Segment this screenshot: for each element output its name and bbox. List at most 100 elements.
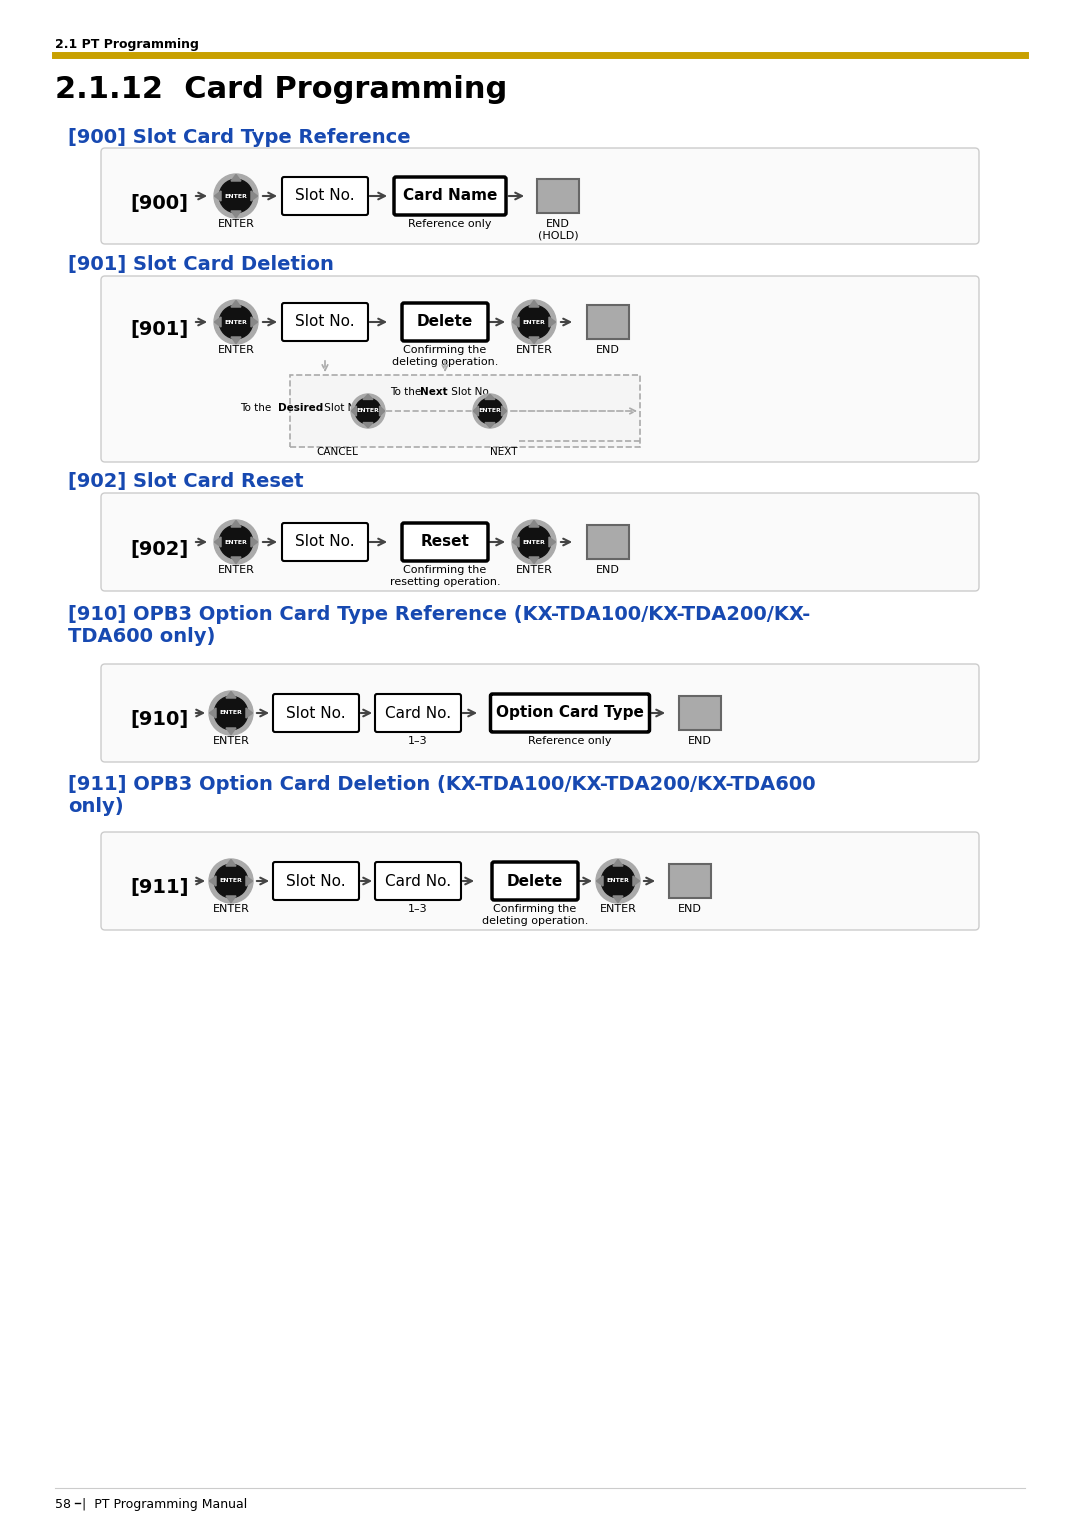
Text: Card No.: Card No. (384, 874, 451, 888)
FancyBboxPatch shape (394, 177, 507, 215)
Text: [901] Slot Card Deletion: [901] Slot Card Deletion (68, 255, 334, 274)
Polygon shape (596, 876, 603, 886)
Circle shape (351, 394, 384, 428)
Text: Slot No.: Slot No. (286, 874, 346, 888)
Polygon shape (226, 727, 237, 735)
Text: ENTER: ENTER (225, 194, 247, 199)
Text: [910] OPB3 Option Card Type Reference (KX-TDA100/KX-TDA200/KX-
TDA600 only): [910] OPB3 Option Card Type Reference (K… (68, 605, 810, 646)
Polygon shape (529, 521, 539, 527)
FancyBboxPatch shape (282, 177, 368, 215)
Polygon shape (215, 191, 221, 202)
Polygon shape (231, 301, 241, 307)
FancyBboxPatch shape (669, 863, 711, 898)
Polygon shape (485, 423, 495, 428)
Polygon shape (215, 536, 221, 547)
FancyBboxPatch shape (102, 494, 978, 591)
Text: ENTER: ENTER (213, 736, 249, 746)
Polygon shape (379, 406, 384, 416)
Polygon shape (251, 536, 257, 547)
FancyBboxPatch shape (679, 695, 721, 730)
Text: Reference only: Reference only (408, 219, 491, 229)
Text: ENTER: ENTER (607, 879, 630, 883)
Polygon shape (549, 316, 555, 327)
FancyBboxPatch shape (282, 523, 368, 561)
Polygon shape (549, 536, 555, 547)
FancyBboxPatch shape (588, 526, 629, 559)
Text: 1–3: 1–3 (408, 905, 428, 914)
Text: 2.1.12  Card Programming: 2.1.12 Card Programming (55, 75, 508, 104)
Text: Slot No.: Slot No. (286, 706, 346, 721)
Circle shape (214, 865, 247, 898)
Text: Slot No.: Slot No. (448, 387, 492, 397)
Text: NEXT: NEXT (490, 448, 517, 457)
Circle shape (210, 859, 253, 903)
Circle shape (517, 526, 551, 559)
Text: ENTER: ENTER (225, 539, 247, 544)
Text: Delete: Delete (417, 315, 473, 330)
Text: ENTER: ENTER (523, 539, 545, 544)
Circle shape (214, 520, 258, 564)
Circle shape (210, 691, 253, 735)
Text: Slot No.: Slot No. (321, 403, 365, 413)
FancyBboxPatch shape (402, 523, 488, 561)
Text: Confirming the
deleting operation.: Confirming the deleting operation. (392, 345, 498, 367)
Circle shape (219, 526, 253, 559)
FancyBboxPatch shape (291, 374, 640, 448)
Circle shape (477, 399, 503, 423)
FancyBboxPatch shape (375, 862, 461, 900)
FancyBboxPatch shape (490, 694, 649, 732)
Text: To the: To the (390, 387, 424, 397)
Polygon shape (485, 394, 495, 399)
Text: Slot No.: Slot No. (295, 535, 355, 550)
Text: Reset: Reset (420, 535, 470, 550)
Polygon shape (613, 859, 623, 866)
FancyBboxPatch shape (102, 148, 978, 244)
Text: END: END (596, 345, 620, 354)
Polygon shape (251, 316, 257, 327)
Text: ENTER: ENTER (515, 345, 553, 354)
Circle shape (596, 859, 640, 903)
Text: To the: To the (240, 403, 274, 413)
FancyBboxPatch shape (375, 694, 461, 732)
Text: [911] OPB3 Option Card Deletion (KX-TDA100/KX-TDA200/KX-TDA600
only): [911] OPB3 Option Card Deletion (KX-TDA1… (68, 775, 815, 816)
Polygon shape (231, 521, 241, 527)
Text: Card Name: Card Name (403, 188, 497, 203)
Text: Option Card Type: Option Card Type (496, 706, 644, 721)
Text: ENTER: ENTER (219, 879, 242, 883)
FancyBboxPatch shape (102, 665, 978, 762)
Text: ENTER: ENTER (478, 408, 501, 414)
Text: Card No.: Card No. (384, 706, 451, 721)
Circle shape (473, 394, 507, 428)
FancyBboxPatch shape (273, 694, 359, 732)
Circle shape (517, 306, 551, 339)
Text: [900] Slot Card Type Reference: [900] Slot Card Type Reference (68, 128, 410, 147)
Text: ENTER: ENTER (225, 319, 247, 324)
Polygon shape (529, 338, 539, 344)
Polygon shape (512, 536, 519, 547)
Text: Next: Next (420, 387, 447, 397)
Polygon shape (473, 406, 478, 416)
Circle shape (512, 520, 556, 564)
Text: [911]: [911] (130, 879, 189, 897)
Text: ENTER: ENTER (217, 219, 255, 229)
Text: 2.1 PT Programming: 2.1 PT Programming (55, 38, 199, 50)
FancyBboxPatch shape (282, 303, 368, 341)
Polygon shape (501, 406, 507, 416)
Text: ENTER: ENTER (217, 565, 255, 575)
Text: ENTER: ENTER (213, 905, 249, 914)
Polygon shape (231, 174, 241, 180)
Text: ENTER: ENTER (217, 345, 255, 354)
Polygon shape (529, 301, 539, 307)
FancyBboxPatch shape (492, 862, 578, 900)
Text: Slot No.: Slot No. (295, 188, 355, 203)
Polygon shape (529, 558, 539, 564)
FancyBboxPatch shape (102, 833, 978, 931)
Polygon shape (246, 707, 253, 718)
Polygon shape (226, 895, 237, 903)
FancyBboxPatch shape (273, 862, 359, 900)
Text: ENTER: ENTER (515, 565, 553, 575)
FancyBboxPatch shape (537, 179, 579, 212)
Text: 58: 58 (55, 1497, 71, 1511)
Text: 1–3: 1–3 (408, 736, 428, 746)
Polygon shape (210, 876, 216, 886)
